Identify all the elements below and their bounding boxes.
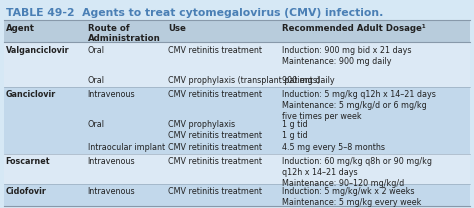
Text: Foscarnet: Foscarnet — [6, 157, 50, 166]
Text: Induction: 60 mg/kg q8h or 90 mg/kg
q12h x 14–21 days
Maintenance: 90–120 mg/kg/: Induction: 60 mg/kg q8h or 90 mg/kg q12h… — [282, 157, 432, 188]
Bar — [4, 184, 470, 206]
Text: Recommended Adult Dosage¹: Recommended Adult Dosage¹ — [282, 24, 426, 32]
Bar — [4, 87, 470, 117]
Text: CMV retinitis treatment: CMV retinitis treatment — [168, 90, 262, 99]
Text: CMV retinitis treatment: CMV retinitis treatment — [168, 46, 262, 55]
Text: CMV retinitis treatment: CMV retinitis treatment — [168, 143, 262, 152]
Text: Induction: 5 mg/kg q12h x 14–21 days
Maintenance: 5 mg/kg/d or 6 mg/kg
five time: Induction: 5 mg/kg q12h x 14–21 days Mai… — [282, 90, 436, 121]
Text: Oral: Oral — [88, 120, 105, 129]
Bar — [4, 139, 470, 154]
Text: Use: Use — [168, 24, 186, 32]
Bar — [4, 42, 470, 72]
Bar — [4, 154, 470, 184]
Text: Route of
Administration: Route of Administration — [88, 24, 160, 43]
Text: 4.5 mg every 5–8 months: 4.5 mg every 5–8 months — [282, 143, 385, 152]
Text: 900 mg daily: 900 mg daily — [282, 76, 335, 85]
Bar — [4, 72, 470, 87]
Text: Intraocular implant: Intraocular implant — [88, 143, 165, 152]
Text: Oral: Oral — [88, 76, 105, 85]
Text: CMV retinitis treatment: CMV retinitis treatment — [168, 187, 262, 196]
Text: 1 g tid
1 g tid: 1 g tid 1 g tid — [282, 120, 308, 140]
Bar — [4, 20, 470, 42]
Text: CMV retinitis treatment: CMV retinitis treatment — [168, 157, 262, 166]
Text: Intravenous: Intravenous — [88, 157, 135, 166]
Text: Intravenous: Intravenous — [88, 90, 135, 99]
Text: Cidofovir: Cidofovir — [6, 187, 46, 196]
Text: CMV prophylaxis
CMV retinitis treatment: CMV prophylaxis CMV retinitis treatment — [168, 120, 262, 140]
Text: Induction: 900 mg bid x 21 days
Maintenance: 900 mg daily: Induction: 900 mg bid x 21 days Maintena… — [282, 46, 411, 66]
Bar — [4, 117, 470, 139]
Text: Agent: Agent — [6, 24, 35, 32]
Text: Induction: 5 mg/kg/wk x 2 weeks
Maintenance: 5 mg/kg every week: Induction: 5 mg/kg/wk x 2 weeks Maintena… — [282, 187, 421, 207]
Text: TABLE 49-2  Agents to treat cytomegalovirus (CMV) infection.: TABLE 49-2 Agents to treat cytomegalovir… — [6, 8, 383, 18]
Text: Oral: Oral — [88, 46, 105, 55]
Text: Ganciclovir: Ganciclovir — [6, 90, 56, 99]
Text: Intravenous: Intravenous — [88, 187, 135, 196]
Text: Valganciclovir: Valganciclovir — [6, 46, 69, 55]
Text: CMV prophylaxis (transplant patients): CMV prophylaxis (transplant patients) — [168, 76, 320, 85]
